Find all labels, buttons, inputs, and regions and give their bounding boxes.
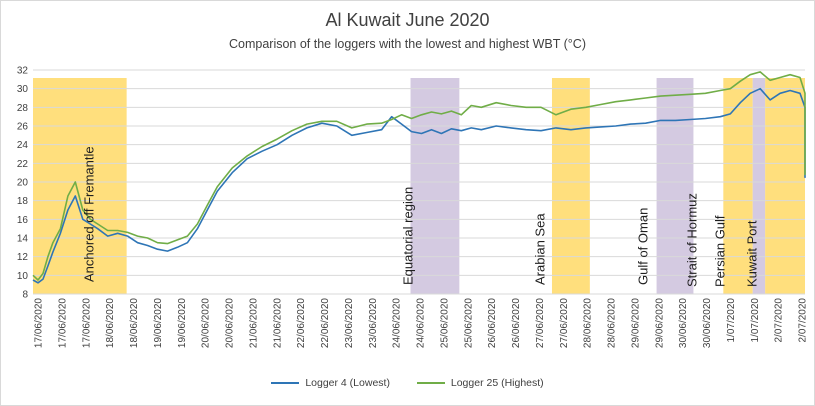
y-tick-label-1: 10 <box>17 271 29 282</box>
y-tick-label-3: 14 <box>17 234 29 245</box>
region-band-1 <box>410 78 460 294</box>
x-tick-label-28: 30/06/2020 <box>702 298 713 348</box>
x-tick-label-13: 23/06/2020 <box>344 298 355 348</box>
region-band-2 <box>551 78 590 294</box>
y-tick-label-5: 18 <box>17 196 29 207</box>
x-tick-label-14: 23/06/2020 <box>368 298 379 348</box>
legend-item-logger-4: Logger 4 (Lowest) <box>271 377 390 389</box>
x-tick-label-23: 28/06/2020 <box>583 298 594 348</box>
x-axis-ticks: 17/06/2020 17/06/2020 17/06/2020 18/06/2020… <box>34 298 809 348</box>
x-tick-label-7: 20/06/2020 <box>201 298 212 348</box>
x-tick-label-20: 26/06/2020 <box>511 298 522 348</box>
y-tick-label-11: 30 <box>17 84 29 95</box>
x-tick-label-16: 24/06/2020 <box>416 298 427 348</box>
x-tick-label-25: 29/06/2020 <box>630 298 641 348</box>
y-tick-label-6: 20 <box>17 178 29 189</box>
x-tick-label-30: 1/07/2020 <box>750 298 761 343</box>
x-tick-label-27: 30/06/2020 <box>678 298 689 348</box>
x-tick-label-9: 21/06/2020 <box>248 298 259 348</box>
y-tick-label-8: 24 <box>17 140 29 151</box>
region-label-4: Strait of Hormuz <box>685 193 700 287</box>
x-tick-label-19: 26/06/2020 <box>487 298 498 348</box>
y-tick-label-4: 16 <box>17 215 29 226</box>
legend: Logger 4 (Lowest) Logger 25 (Highest) <box>0 375 815 389</box>
x-tick-label-1: 17/06/2020 <box>57 298 68 348</box>
y-axis-ticks: 8 10 12 14 16 18 20 22 24 26 28 30 32 <box>17 66 29 301</box>
x-tick-label-0: 17/06/2020 <box>34 298 45 348</box>
legend-label-logger-25: Logger 25 (Highest) <box>450 377 544 389</box>
y-tick-label-0: 8 <box>22 290 28 301</box>
region-band-6 <box>765 78 805 294</box>
x-tick-label-18: 25/06/2020 <box>463 298 474 348</box>
region-label-2: Arabian Sea <box>533 213 548 285</box>
series-line-1 <box>32 71 806 281</box>
x-tick-label-10: 21/06/2020 <box>272 298 283 348</box>
series-line-0 <box>32 87 806 284</box>
x-tick-label-8: 20/06/2020 <box>225 298 236 348</box>
region-label-0: Anchored off Fremantle <box>82 146 97 282</box>
legend-item-logger-25: Logger 25 (Highest) <box>416 377 544 389</box>
x-tick-label-3: 18/06/2020 <box>105 298 116 348</box>
y-tick-label-12: 32 <box>17 66 29 77</box>
x-tick-label-12: 22/06/2020 <box>320 298 331 348</box>
chart-subtitle: Comparison of the loggers with the lowes… <box>228 37 586 51</box>
y-tick-label-10: 28 <box>17 103 29 114</box>
legend-label-logger-4: Logger 4 (Lowest) <box>305 377 390 389</box>
region-label-3: Gulf of Oman <box>636 208 651 285</box>
x-tick-label-11: 22/06/2020 <box>296 298 307 348</box>
x-tick-label-29: 1/07/2020 <box>726 298 737 343</box>
region-labels: Anchored off Fremantle Equatorial region A… <box>82 146 760 287</box>
x-tick-label-2: 17/06/2020 <box>81 298 92 348</box>
x-tick-label-31: 2/07/2020 <box>774 298 785 343</box>
x-tick-label-32: 2/07/2020 <box>798 298 809 343</box>
legend-swatch-logger-4 <box>271 382 300 384</box>
series-lines <box>32 71 806 284</box>
gridlines <box>33 69 805 295</box>
x-tick-label-6: 19/06/2020 <box>177 298 188 348</box>
y-tick-label-7: 22 <box>17 159 29 170</box>
y-tick-label-2: 12 <box>17 252 29 263</box>
region-band-5 <box>752 78 766 294</box>
x-tick-label-24: 28/06/2020 <box>607 298 618 348</box>
region-label-5: Persian Gulf <box>713 215 728 287</box>
region-band-0 <box>33 78 127 294</box>
chart-title: Al Kuwait June 2020 <box>325 10 490 30</box>
x-tick-label-22: 27/06/2020 <box>559 298 570 348</box>
x-tick-label-4: 18/06/2020 <box>129 298 140 348</box>
x-tick-label-17: 25/06/2020 <box>439 298 450 348</box>
region-band-3 <box>656 78 694 294</box>
y-tick-label-9: 26 <box>17 122 29 133</box>
region-label-6: Kuwait Port <box>745 220 760 287</box>
legend-swatch-logger-25 <box>416 382 445 384</box>
region-label-1: Equatorial region <box>401 187 416 285</box>
x-tick-label-5: 19/06/2020 <box>153 298 164 348</box>
x-tick-label-21: 27/06/2020 <box>535 298 546 348</box>
x-tick-label-26: 29/06/2020 <box>654 298 665 348</box>
x-tick-label-15: 24/06/2020 <box>392 298 403 348</box>
